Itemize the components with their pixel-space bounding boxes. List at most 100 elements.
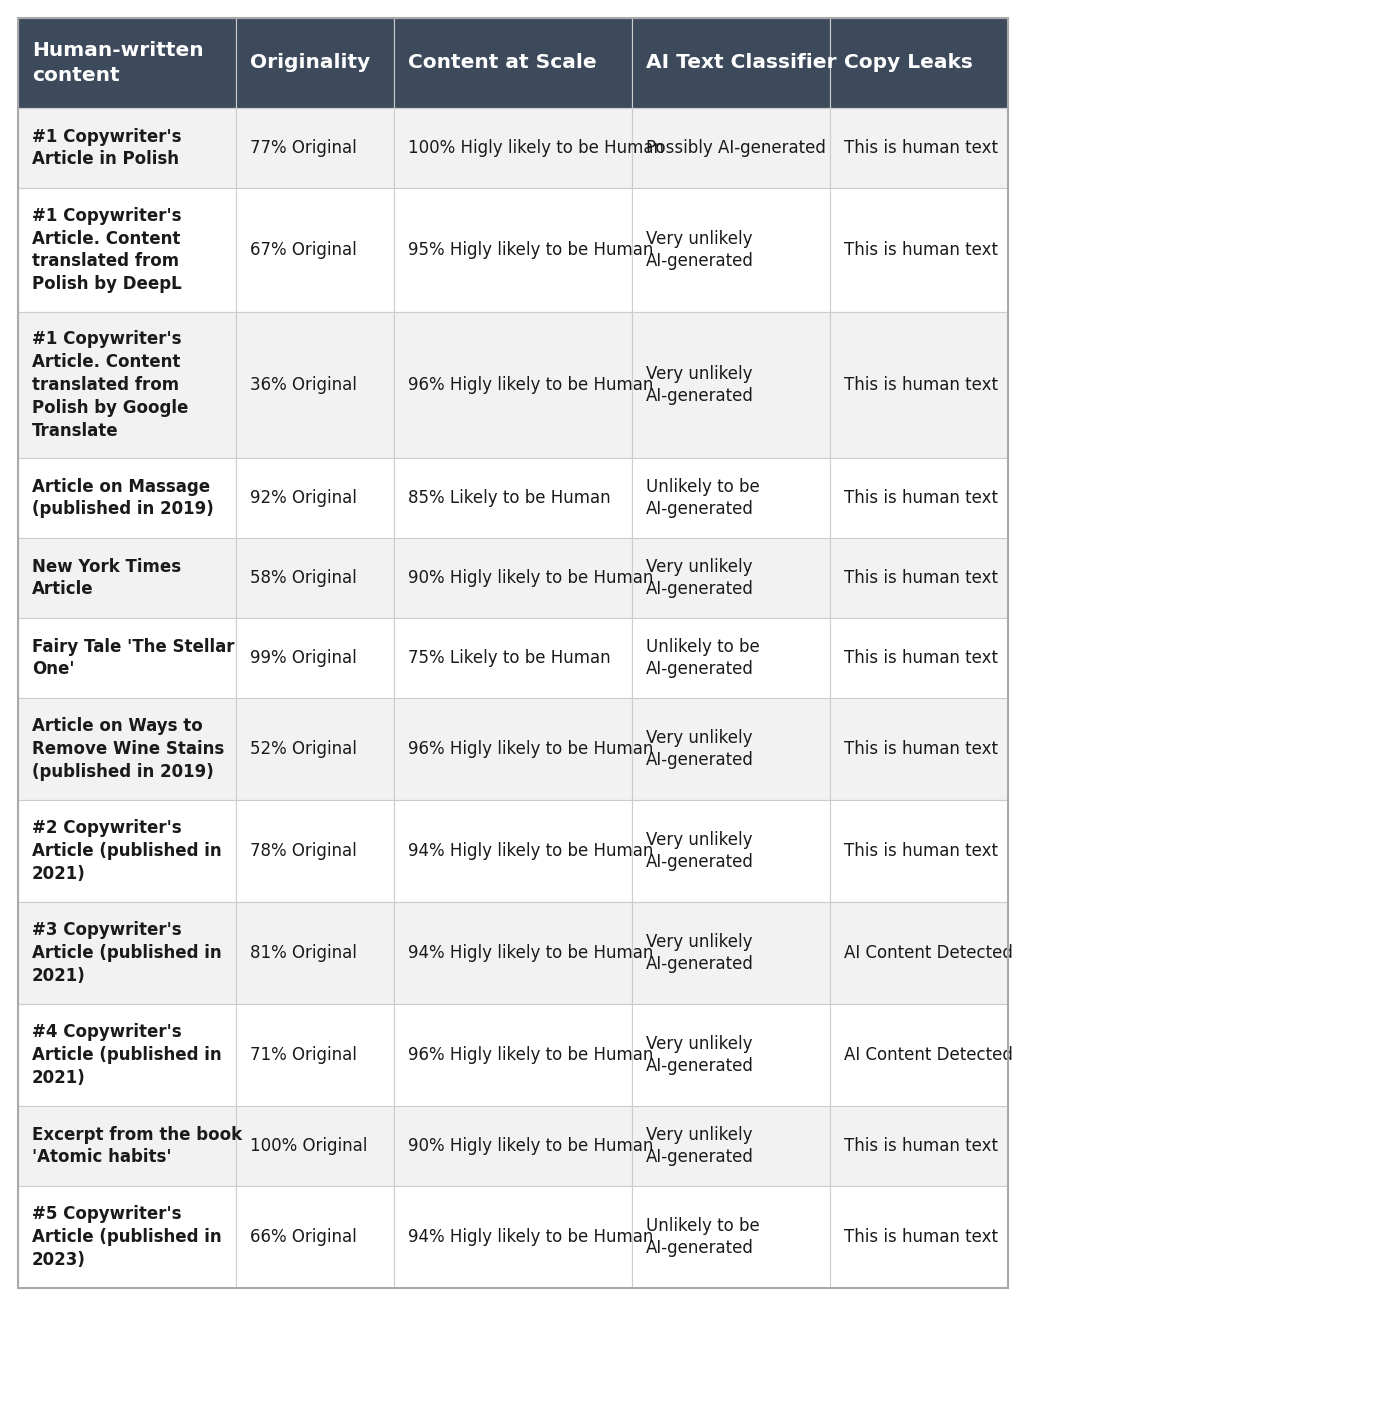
Bar bbox=[830, 312, 1008, 458]
Bar bbox=[18, 1105, 237, 1187]
Bar bbox=[18, 902, 237, 1005]
Bar bbox=[393, 458, 631, 538]
Text: This is human text: This is human text bbox=[844, 569, 998, 587]
Bar bbox=[237, 538, 393, 618]
Text: #4 Copywriter's
Article (published in
2021): #4 Copywriter's Article (published in 20… bbox=[32, 1023, 221, 1087]
Text: Unlikely to be
AI-generated: Unlikely to be AI-generated bbox=[645, 637, 760, 678]
Bar bbox=[237, 800, 393, 902]
Text: 77% Original: 77% Original bbox=[251, 139, 357, 157]
Text: This is human text: This is human text bbox=[844, 1138, 998, 1154]
Bar bbox=[393, 188, 631, 312]
Text: AI Content Detected: AI Content Detected bbox=[844, 1047, 1012, 1063]
Bar bbox=[631, 188, 830, 312]
Bar bbox=[631, 538, 830, 618]
Text: 96% Higly likely to be Human: 96% Higly likely to be Human bbox=[407, 375, 654, 394]
Bar bbox=[830, 1005, 1008, 1105]
Bar bbox=[393, 1105, 631, 1187]
Text: 90% Higly likely to be Human: 90% Higly likely to be Human bbox=[407, 569, 654, 587]
Text: Very unlikely
AI-generated: Very unlikely AI-generated bbox=[645, 364, 753, 405]
Bar bbox=[18, 698, 237, 800]
Text: Article on Ways to
Remove Wine Stains
(published in 2019): Article on Ways to Remove Wine Stains (p… bbox=[32, 717, 224, 780]
Text: Excerpt from the book
'Atomic habits': Excerpt from the book 'Atomic habits' bbox=[32, 1125, 242, 1167]
Bar bbox=[393, 1005, 631, 1105]
Bar bbox=[631, 1105, 830, 1187]
Text: 85% Likely to be Human: 85% Likely to be Human bbox=[407, 489, 610, 507]
Text: #1 Copywriter's
Article. Content
translated from
Polish by DeepL: #1 Copywriter's Article. Content transla… bbox=[32, 207, 182, 293]
Bar bbox=[393, 18, 631, 108]
Bar bbox=[830, 1187, 1008, 1288]
Text: Fairy Tale 'The Stellar
One': Fairy Tale 'The Stellar One' bbox=[32, 637, 235, 678]
Bar bbox=[393, 538, 631, 618]
Text: AI Text Classifier: AI Text Classifier bbox=[645, 53, 837, 73]
Text: Human-written
content: Human-written content bbox=[32, 42, 203, 84]
Bar bbox=[631, 698, 830, 800]
Text: Copy Leaks: Copy Leaks bbox=[844, 53, 973, 73]
Text: #1 Copywriter's
Article. Content
translated from
Polish by Google
Translate: #1 Copywriter's Article. Content transla… bbox=[32, 331, 189, 440]
Bar bbox=[393, 108, 631, 188]
Bar bbox=[18, 538, 237, 618]
Bar bbox=[18, 18, 1008, 1288]
Text: This is human text: This is human text bbox=[844, 375, 998, 394]
Text: Possibly AI-generated: Possibly AI-generated bbox=[645, 139, 826, 157]
Bar bbox=[393, 312, 631, 458]
Bar bbox=[18, 1005, 237, 1105]
Text: #1 Copywriter's
Article in Polish: #1 Copywriter's Article in Polish bbox=[32, 127, 182, 168]
Text: New York Times
Article: New York Times Article bbox=[32, 558, 181, 598]
Text: 90% Higly likely to be Human: 90% Higly likely to be Human bbox=[407, 1138, 654, 1154]
Bar bbox=[631, 18, 830, 108]
Bar bbox=[18, 312, 237, 458]
Bar bbox=[18, 18, 237, 108]
Bar bbox=[631, 800, 830, 902]
Bar bbox=[830, 458, 1008, 538]
Bar bbox=[393, 1187, 631, 1288]
Text: 96% Higly likely to be Human: 96% Higly likely to be Human bbox=[407, 740, 654, 758]
Text: This is human text: This is human text bbox=[844, 842, 998, 860]
Text: 99% Original: 99% Original bbox=[251, 649, 357, 667]
Text: This is human text: This is human text bbox=[844, 740, 998, 758]
Text: Very unlikely
AI-generated: Very unlikely AI-generated bbox=[645, 1034, 753, 1076]
Text: Very unlikely
AI-generated: Very unlikely AI-generated bbox=[645, 831, 753, 871]
Text: This is human text: This is human text bbox=[844, 1229, 998, 1245]
Bar bbox=[237, 1187, 393, 1288]
Bar bbox=[237, 458, 393, 538]
Bar bbox=[393, 800, 631, 902]
Bar bbox=[830, 18, 1008, 108]
Bar bbox=[631, 108, 830, 188]
Text: 36% Original: 36% Original bbox=[251, 375, 357, 394]
Text: This is human text: This is human text bbox=[844, 489, 998, 507]
Text: #5 Copywriter's
Article (published in
2023): #5 Copywriter's Article (published in 20… bbox=[32, 1205, 221, 1269]
Text: 58% Original: 58% Original bbox=[251, 569, 357, 587]
Text: 96% Higly likely to be Human: 96% Higly likely to be Human bbox=[407, 1047, 654, 1063]
Text: 94% Higly likely to be Human: 94% Higly likely to be Human bbox=[407, 944, 654, 962]
Text: Unlikely to be
AI-generated: Unlikely to be AI-generated bbox=[645, 478, 760, 518]
Bar bbox=[18, 458, 237, 538]
Bar bbox=[631, 1005, 830, 1105]
Text: 75% Likely to be Human: 75% Likely to be Human bbox=[407, 649, 610, 667]
Bar bbox=[18, 800, 237, 902]
Bar bbox=[237, 312, 393, 458]
Text: This is human text: This is human text bbox=[844, 649, 998, 667]
Bar bbox=[237, 618, 393, 698]
Text: Very unlikely
AI-generated: Very unlikely AI-generated bbox=[645, 230, 753, 270]
Text: 94% Higly likely to be Human: 94% Higly likely to be Human bbox=[407, 1229, 654, 1245]
Text: #2 Copywriter's
Article (published in
2021): #2 Copywriter's Article (published in 20… bbox=[32, 820, 221, 883]
Text: #3 Copywriter's
Article (published in
2021): #3 Copywriter's Article (published in 20… bbox=[32, 920, 221, 985]
Bar bbox=[830, 108, 1008, 188]
Bar bbox=[18, 618, 237, 698]
Text: 100% Original: 100% Original bbox=[251, 1138, 367, 1154]
Bar bbox=[830, 800, 1008, 902]
Bar bbox=[830, 902, 1008, 1005]
Text: 92% Original: 92% Original bbox=[251, 489, 357, 507]
Text: This is human text: This is human text bbox=[844, 241, 998, 259]
Text: 94% Higly likely to be Human: 94% Higly likely to be Human bbox=[407, 842, 654, 860]
Bar bbox=[237, 18, 393, 108]
Bar bbox=[18, 188, 237, 312]
Bar bbox=[18, 1187, 237, 1288]
Bar bbox=[393, 618, 631, 698]
Bar bbox=[830, 1105, 1008, 1187]
Bar bbox=[237, 698, 393, 800]
Text: 100% Higly likely to be Human: 100% Higly likely to be Human bbox=[407, 139, 664, 157]
Bar bbox=[18, 108, 237, 188]
Text: Unlikely to be
AI-generated: Unlikely to be AI-generated bbox=[645, 1216, 760, 1258]
Bar bbox=[631, 618, 830, 698]
